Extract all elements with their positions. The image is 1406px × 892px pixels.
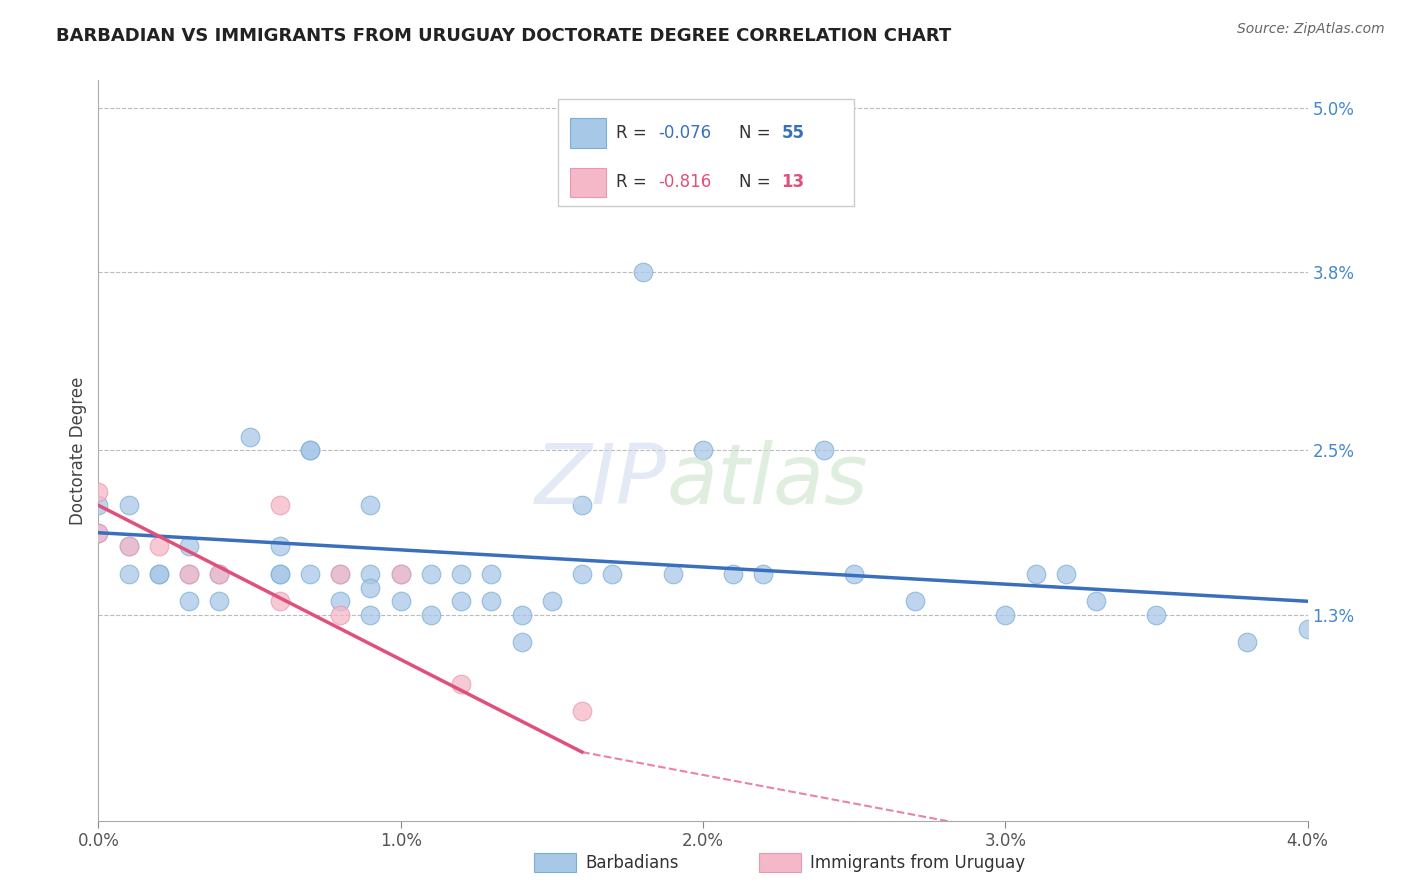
Point bbox=[389, 594, 412, 608]
Point bbox=[1236, 635, 1258, 649]
Text: Barbadians: Barbadians bbox=[585, 854, 679, 871]
Point bbox=[179, 566, 201, 581]
Point bbox=[540, 594, 562, 608]
Point bbox=[602, 566, 624, 581]
Point bbox=[179, 566, 201, 581]
Point bbox=[752, 566, 775, 581]
Point bbox=[87, 484, 110, 499]
Point bbox=[360, 581, 382, 595]
Point bbox=[87, 525, 110, 540]
Point bbox=[571, 498, 593, 512]
Text: -0.816: -0.816 bbox=[658, 173, 711, 192]
Point bbox=[299, 566, 322, 581]
Point bbox=[118, 566, 141, 581]
Text: 13: 13 bbox=[782, 173, 804, 192]
Text: BARBADIAN VS IMMIGRANTS FROM URUGUAY DOCTORATE DEGREE CORRELATION CHART: BARBADIAN VS IMMIGRANTS FROM URUGUAY DOC… bbox=[56, 27, 952, 45]
Point bbox=[661, 142, 683, 156]
Point bbox=[179, 540, 201, 554]
Text: -0.076: -0.076 bbox=[658, 124, 711, 142]
Point bbox=[631, 265, 654, 279]
Point bbox=[1054, 566, 1077, 581]
Point bbox=[179, 594, 201, 608]
Point bbox=[1085, 594, 1108, 608]
FancyBboxPatch shape bbox=[569, 168, 606, 197]
Point bbox=[148, 566, 170, 581]
Point bbox=[450, 676, 472, 690]
Point bbox=[571, 704, 593, 718]
Point bbox=[510, 607, 533, 622]
Point bbox=[1296, 622, 1319, 636]
Point bbox=[420, 566, 443, 581]
Point bbox=[389, 566, 412, 581]
Point bbox=[269, 566, 291, 581]
Point bbox=[299, 443, 322, 458]
Point bbox=[360, 566, 382, 581]
Point bbox=[844, 566, 866, 581]
Point bbox=[904, 594, 927, 608]
Point bbox=[450, 566, 472, 581]
Point bbox=[208, 594, 231, 608]
Point bbox=[723, 566, 745, 581]
Point bbox=[148, 540, 170, 554]
Point bbox=[269, 594, 291, 608]
Point bbox=[87, 498, 110, 512]
Point bbox=[1146, 607, 1168, 622]
Point bbox=[329, 566, 352, 581]
FancyBboxPatch shape bbox=[569, 118, 606, 148]
Point bbox=[1025, 566, 1047, 581]
Point bbox=[118, 498, 141, 512]
Point bbox=[813, 443, 835, 458]
Point bbox=[481, 566, 503, 581]
Point bbox=[571, 566, 593, 581]
Point bbox=[329, 594, 352, 608]
Point bbox=[239, 430, 262, 444]
Point bbox=[360, 607, 382, 622]
Point bbox=[148, 566, 170, 581]
Point bbox=[118, 540, 141, 554]
Point bbox=[329, 607, 352, 622]
Text: atlas: atlas bbox=[666, 440, 869, 521]
Point bbox=[87, 525, 110, 540]
Text: 55: 55 bbox=[782, 124, 804, 142]
Point bbox=[269, 498, 291, 512]
Text: N =: N = bbox=[740, 124, 776, 142]
Text: N =: N = bbox=[740, 173, 776, 192]
FancyBboxPatch shape bbox=[558, 99, 855, 206]
Text: R =: R = bbox=[616, 173, 652, 192]
Text: Immigrants from Uruguay: Immigrants from Uruguay bbox=[810, 854, 1025, 871]
Point bbox=[510, 635, 533, 649]
Point bbox=[329, 566, 352, 581]
Y-axis label: Doctorate Degree: Doctorate Degree bbox=[69, 376, 87, 524]
Text: Source: ZipAtlas.com: Source: ZipAtlas.com bbox=[1237, 22, 1385, 37]
Text: R =: R = bbox=[616, 124, 652, 142]
Point bbox=[269, 540, 291, 554]
Point bbox=[481, 594, 503, 608]
Point bbox=[389, 566, 412, 581]
Point bbox=[661, 566, 683, 581]
Text: ZIP: ZIP bbox=[534, 440, 666, 521]
Point bbox=[299, 443, 322, 458]
Point bbox=[208, 566, 231, 581]
Point bbox=[692, 443, 714, 458]
Point bbox=[994, 607, 1017, 622]
Point bbox=[269, 566, 291, 581]
Point bbox=[208, 566, 231, 581]
Point bbox=[450, 594, 472, 608]
Point bbox=[420, 607, 443, 622]
Point bbox=[118, 540, 141, 554]
Point bbox=[360, 498, 382, 512]
